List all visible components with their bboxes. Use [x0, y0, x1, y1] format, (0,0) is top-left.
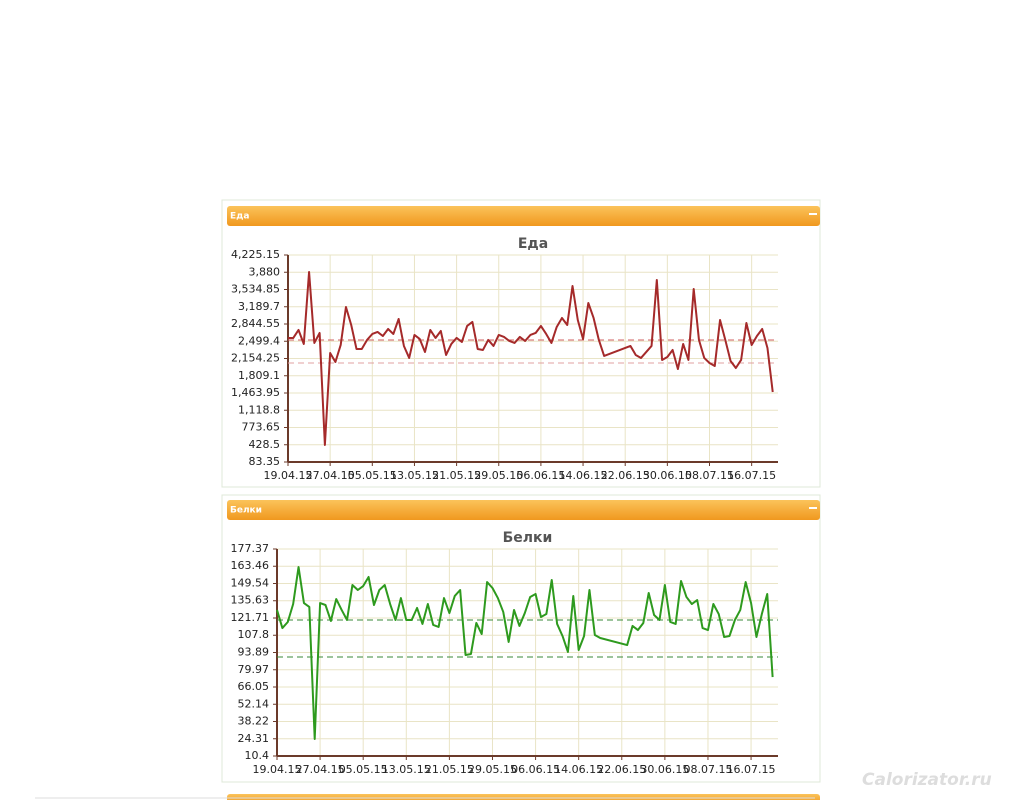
- y-tick-label: 163.46: [231, 559, 270, 572]
- x-tick-label: 13.05.15: [382, 763, 431, 776]
- y-tick-label: 93.89: [238, 645, 270, 658]
- y-tick-label: 38.22: [238, 715, 270, 728]
- y-tick-label: 121.71: [231, 611, 270, 624]
- x-tick-label: 19.04.15: [264, 469, 313, 482]
- y-tick-label: 24.31: [238, 732, 270, 745]
- y-tick-label: 52.14: [238, 697, 270, 710]
- x-tick-label: 16.07.15: [727, 469, 776, 482]
- y-tick-label: 2,844.55: [231, 317, 280, 330]
- x-tick-label: 08.07.15: [685, 469, 734, 482]
- panel: [221, 494, 821, 783]
- panel-title: Еда: [230, 212, 250, 222]
- x-tick-label: 13.05.15: [390, 469, 439, 482]
- panel: [221, 199, 821, 488]
- x-tick-label: 21.05.15: [425, 763, 474, 776]
- x-tick-label: 08.07.15: [683, 763, 732, 776]
- y-tick-label: 83.35: [249, 455, 281, 468]
- x-tick-label: 05.05.15: [339, 763, 388, 776]
- x-tick-label: 14.06.15: [559, 469, 608, 482]
- y-tick-label: 79.97: [238, 663, 270, 676]
- chart-title: Еда: [518, 236, 548, 252]
- x-tick-label: 16.07.15: [727, 763, 776, 776]
- y-tick-label: 10.4: [245, 749, 270, 762]
- data-line: [288, 271, 774, 446]
- chart-title: Белки: [503, 530, 553, 546]
- data-line: [276, 566, 774, 741]
- y-tick-label: 149.54: [231, 577, 270, 590]
- y-tick-label: 3,189.7: [238, 300, 280, 313]
- x-tick-label: 22.06.15: [601, 469, 650, 482]
- y-tick-label: 3,880: [249, 265, 281, 278]
- x-tick-label: 06.06.15: [516, 469, 565, 482]
- x-tick-label: 29.05.15: [468, 763, 517, 776]
- y-tick-label: 1,118.8: [238, 403, 280, 416]
- y-tick-label: 2,154.25: [231, 352, 280, 365]
- y-tick-label: 2,499.4: [238, 334, 280, 347]
- panel-header: [227, 794, 820, 800]
- watermark: Calorizator.ru: [862, 770, 992, 790]
- panel-header: [227, 206, 820, 226]
- x-tick-label: 19.04.15: [253, 763, 302, 776]
- collapse-button[interactable]: [809, 507, 817, 509]
- x-tick-label: 29.05.15: [474, 469, 523, 482]
- y-tick-label: 177.37: [231, 542, 270, 555]
- x-tick-label: 21.05.15: [432, 469, 481, 482]
- panel-header: [227, 500, 820, 520]
- y-tick-label: 1,809.1: [238, 369, 280, 382]
- y-tick-label: 773.65: [242, 421, 281, 434]
- x-tick-label: 06.06.15: [511, 763, 560, 776]
- x-tick-label: 30.06.15: [643, 469, 692, 482]
- collapse-button[interactable]: [809, 213, 817, 215]
- y-tick-label: 1,463.95: [231, 386, 280, 399]
- x-tick-label: 27.04.15: [296, 763, 345, 776]
- panel-title: Белки: [230, 506, 262, 516]
- y-tick-label: 135.63: [231, 594, 270, 607]
- y-tick-label: 4,225.15: [231, 248, 280, 261]
- y-tick-label: 428.5: [249, 438, 281, 451]
- x-tick-label: 30.06.15: [640, 763, 689, 776]
- y-tick-label: 3,534.85: [231, 283, 280, 296]
- x-tick-label: 27.04.15: [306, 469, 355, 482]
- y-tick-label: 66.05: [238, 680, 270, 693]
- y-tick-label: 107.8: [238, 628, 270, 641]
- x-tick-label: 14.06.15: [554, 763, 603, 776]
- x-tick-label: 22.06.15: [597, 763, 646, 776]
- x-tick-label: 05.05.15: [348, 469, 397, 482]
